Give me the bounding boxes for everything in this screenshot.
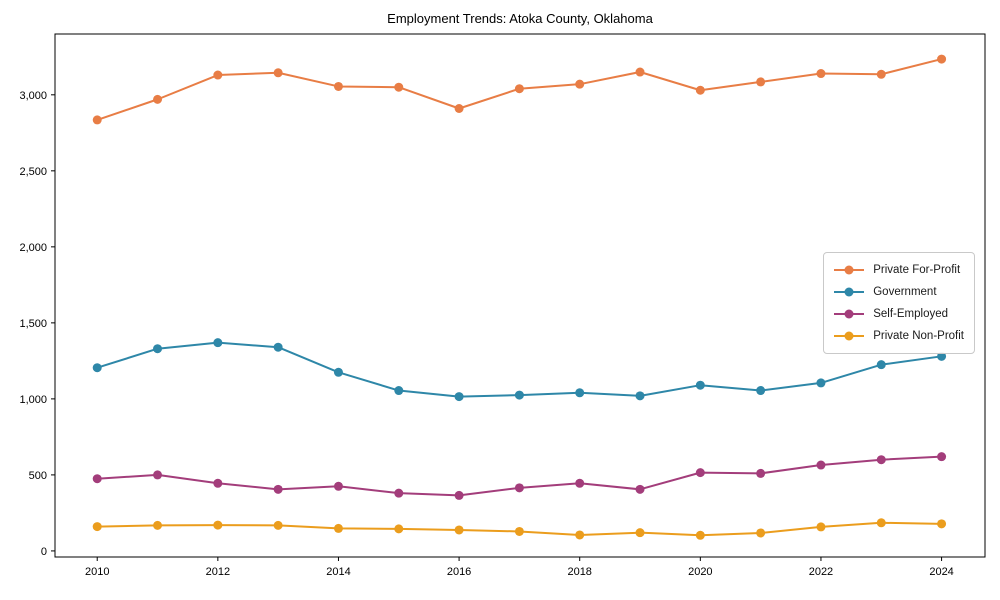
data-point-private-for-profit bbox=[454, 103, 464, 113]
data-point-private-non-profit bbox=[514, 526, 524, 536]
data-point-self-employed bbox=[92, 474, 102, 484]
data-point-government bbox=[876, 360, 886, 370]
data-point-self-employed bbox=[454, 490, 464, 500]
legend-marker-private-non-profit bbox=[834, 331, 865, 341]
x-tick-label: 2014 bbox=[326, 566, 350, 578]
y-tick-label: 1,500 bbox=[19, 318, 47, 330]
chart-title: Employment Trends: Atoka County, Oklahom… bbox=[387, 11, 653, 26]
data-point-private-for-profit bbox=[937, 54, 947, 64]
data-point-government bbox=[756, 386, 766, 396]
legend-item-private-for-profit: Private For-Profit bbox=[833, 259, 964, 281]
data-point-self-employed bbox=[816, 460, 826, 470]
x-tick-label: 2012 bbox=[206, 566, 230, 578]
data-point-private-non-profit bbox=[816, 522, 826, 532]
legend-marker-self-employed bbox=[834, 309, 865, 319]
data-point-government bbox=[514, 390, 524, 400]
data-point-self-employed bbox=[876, 455, 886, 465]
data-point-private-non-profit bbox=[695, 530, 705, 540]
data-point-self-employed bbox=[333, 481, 343, 491]
y-tick-label: 2,000 bbox=[19, 242, 47, 254]
legend-item-government: Government bbox=[833, 281, 964, 303]
data-point-government bbox=[635, 391, 645, 401]
data-point-private-non-profit bbox=[92, 522, 102, 532]
data-point-private-for-profit bbox=[816, 69, 826, 79]
data-point-government bbox=[454, 392, 464, 402]
y-tick-label: 1,000 bbox=[19, 394, 47, 406]
data-point-government bbox=[816, 378, 826, 388]
data-point-private-non-profit bbox=[756, 528, 766, 538]
data-point-private-for-profit bbox=[876, 69, 886, 79]
data-point-private-for-profit bbox=[635, 67, 645, 77]
data-point-private-non-profit bbox=[876, 518, 886, 528]
legend-label-private-non-profit: Private Non-Profit bbox=[873, 330, 964, 342]
data-point-self-employed bbox=[575, 478, 585, 488]
x-tick-label: 2010 bbox=[85, 566, 109, 578]
data-point-self-employed bbox=[514, 483, 524, 493]
data-point-government bbox=[92, 363, 102, 373]
data-point-private-non-profit bbox=[394, 524, 404, 534]
x-tick-label: 2016 bbox=[447, 566, 471, 578]
data-point-private-for-profit bbox=[92, 115, 102, 125]
data-point-government bbox=[213, 338, 223, 348]
data-point-government bbox=[333, 367, 343, 377]
legend-item-private-non-profit: Private Non-Profit bbox=[833, 325, 964, 347]
data-point-self-employed bbox=[937, 452, 947, 462]
legend: Private For-Profit Government Self-Employe… bbox=[823, 252, 975, 354]
y-tick-label: 500 bbox=[29, 470, 47, 482]
x-tick-label: 2024 bbox=[929, 566, 953, 578]
data-point-private-non-profit bbox=[273, 520, 283, 530]
data-point-self-employed bbox=[213, 478, 223, 488]
data-point-private-for-profit bbox=[153, 94, 163, 104]
data-point-government bbox=[695, 380, 705, 390]
data-point-private-non-profit bbox=[333, 523, 343, 533]
data-point-private-for-profit bbox=[695, 85, 705, 95]
x-tick-label: 2018 bbox=[567, 566, 591, 578]
data-point-government bbox=[575, 388, 585, 398]
series-line-government bbox=[96, 341, 942, 398]
legend-item-self-employed: Self-Employed bbox=[833, 303, 964, 325]
data-point-private-for-profit bbox=[394, 82, 404, 92]
data-point-government bbox=[153, 344, 163, 354]
legend-label-government: Government bbox=[873, 286, 937, 298]
data-point-private-for-profit bbox=[213, 70, 223, 80]
legend-marker-private-for-profit bbox=[834, 265, 865, 275]
data-point-private-non-profit bbox=[213, 520, 223, 530]
data-point-private-for-profit bbox=[333, 81, 343, 91]
data-point-private-for-profit bbox=[575, 79, 585, 89]
data-point-self-employed bbox=[153, 470, 163, 480]
data-point-private-for-profit bbox=[756, 77, 766, 87]
data-point-private-for-profit bbox=[514, 84, 524, 94]
data-point-government bbox=[394, 386, 404, 396]
data-point-private-non-profit bbox=[575, 530, 585, 540]
legend-marker-government bbox=[834, 287, 865, 297]
data-point-government bbox=[937, 351, 947, 361]
data-point-self-employed bbox=[756, 468, 766, 478]
x-tick-label: 2022 bbox=[809, 566, 833, 578]
data-point-self-employed bbox=[635, 484, 645, 494]
data-point-private-non-profit bbox=[153, 520, 163, 530]
legend-label-private-for-profit: Private For-Profit bbox=[873, 264, 961, 276]
data-point-self-employed bbox=[273, 484, 283, 494]
y-tick-label: 3,000 bbox=[19, 90, 47, 102]
y-tick-label: 2,500 bbox=[19, 166, 47, 178]
legend-label-self-employed: Self-Employed bbox=[873, 308, 949, 320]
data-point-private-for-profit bbox=[273, 68, 283, 78]
y-tick-label: 0 bbox=[41, 546, 47, 558]
axes-frame bbox=[54, 33, 986, 558]
x-tick-label: 2020 bbox=[688, 566, 712, 578]
data-point-private-non-profit bbox=[635, 528, 645, 538]
data-point-private-non-profit bbox=[454, 525, 464, 535]
data-point-self-employed bbox=[695, 468, 705, 478]
data-point-government bbox=[273, 342, 283, 352]
data-point-self-employed bbox=[394, 488, 404, 498]
data-point-private-non-profit bbox=[937, 519, 947, 529]
